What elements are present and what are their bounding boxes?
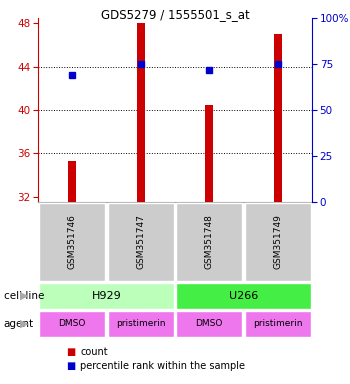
Text: H929: H929 [92, 291, 121, 301]
Bar [205, 104, 214, 202]
Bar [136, 23, 145, 202]
Text: GSM351749: GSM351749 [273, 215, 282, 270]
Text: GSM351747: GSM351747 [136, 215, 145, 270]
Bar [176, 311, 242, 337]
Text: U266: U266 [229, 291, 258, 301]
Text: ▶: ▶ [20, 291, 28, 301]
Bar [245, 203, 311, 281]
Text: agent: agent [4, 319, 34, 329]
Bar [68, 161, 76, 202]
Text: ■: ■ [66, 361, 76, 371]
Bar [39, 283, 174, 309]
Bar [245, 311, 311, 337]
Bar [176, 203, 242, 281]
Text: pristimerin: pristimerin [116, 319, 166, 328]
Text: ▶: ▶ [20, 319, 28, 329]
Text: GSM351748: GSM351748 [205, 215, 214, 270]
Text: count: count [80, 347, 108, 357]
Bar [39, 203, 105, 281]
Text: pristimerin: pristimerin [253, 319, 302, 328]
Bar [274, 34, 282, 202]
Bar [108, 311, 174, 337]
Bar [176, 283, 311, 309]
Bar [108, 203, 174, 281]
Text: DMSO: DMSO [196, 319, 223, 328]
Text: GSM351746: GSM351746 [68, 215, 77, 270]
Text: cell line: cell line [4, 291, 44, 301]
Text: ■: ■ [66, 347, 76, 357]
Text: GDS5279 / 1555501_s_at: GDS5279 / 1555501_s_at [101, 8, 249, 21]
Bar [39, 311, 105, 337]
Text: percentile rank within the sample: percentile rank within the sample [80, 361, 245, 371]
Text: DMSO: DMSO [58, 319, 86, 328]
